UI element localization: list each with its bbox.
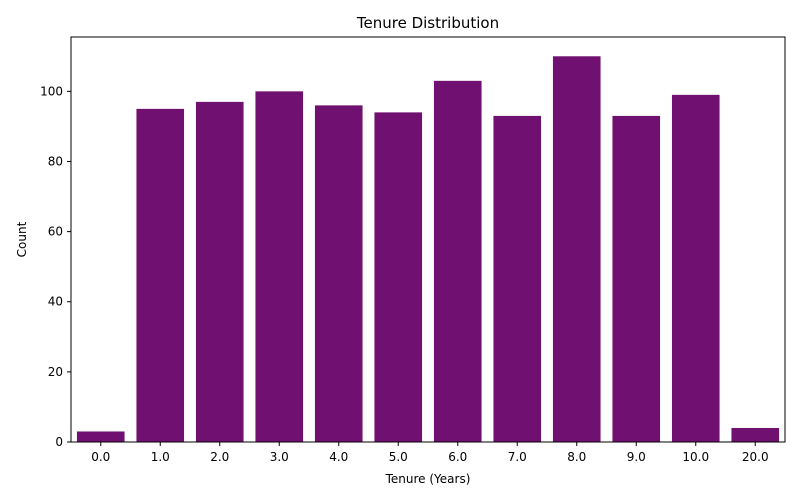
bar-4.0 xyxy=(314,105,363,442)
x-tick-label: 3.0 xyxy=(270,450,289,464)
y-tick-label: 100 xyxy=(40,84,63,98)
y-axis-ticks: 0 20 40 60 80 100 xyxy=(40,84,71,449)
bar-6.0 xyxy=(433,80,482,442)
x-tick-label: 8.0 xyxy=(567,450,586,464)
y-tick-label: 0 xyxy=(55,435,63,449)
y-tick-label: 20 xyxy=(48,365,63,379)
bar-5.0 xyxy=(374,112,423,442)
x-axis-ticks: 0.0 1.0 2.0 3.0 4.0 5.0 6.0 7.0 8.0 9.0 10.0 20.0 xyxy=(91,442,769,464)
x-tick-label: 2.0 xyxy=(210,450,229,464)
bar-9.0 xyxy=(612,115,661,443)
plot-frame xyxy=(70,36,786,443)
y-tick-label: 40 xyxy=(48,295,63,309)
bar-2.0 xyxy=(195,101,244,443)
chart-title: Tenure Distribution xyxy=(356,14,499,32)
bar-1.0 xyxy=(136,108,185,442)
x-axis-label: Tenure (Years) xyxy=(385,472,471,486)
y-axis-label: Count xyxy=(15,221,29,257)
bar-3.0 xyxy=(255,91,304,442)
y-tick-label: 60 xyxy=(48,225,63,239)
x-tick-label: 7.0 xyxy=(508,450,527,464)
x-tick-label: 20.0 xyxy=(742,450,769,464)
x-tick-label: 5.0 xyxy=(389,450,408,464)
bar-10.0 xyxy=(671,94,720,443)
x-tick-label: 0.0 xyxy=(91,450,110,464)
x-tick-label: 4.0 xyxy=(329,450,348,464)
x-tick-label: 6.0 xyxy=(448,450,467,464)
x-tick-label: 9.0 xyxy=(627,450,646,464)
bar-7.0 xyxy=(493,115,542,443)
bar-20.0 xyxy=(731,427,780,442)
x-tick-label: 1.0 xyxy=(151,450,170,464)
bars-layer xyxy=(76,56,780,443)
bar-0.0 xyxy=(76,431,125,442)
y-tick-label: 80 xyxy=(48,154,63,168)
bar-8.0 xyxy=(552,56,601,442)
x-tick-label: 10.0 xyxy=(682,450,709,464)
